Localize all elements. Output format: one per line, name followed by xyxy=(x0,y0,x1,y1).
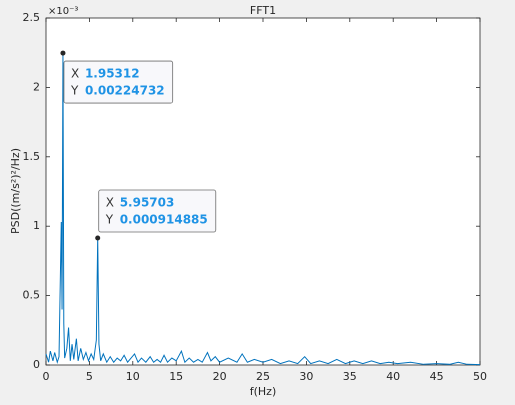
x-tick-label: 30 xyxy=(299,370,313,383)
datatip-label: Y xyxy=(70,84,79,98)
datatip-box xyxy=(98,189,217,233)
datatip-marker xyxy=(60,50,66,56)
y-axis-label: PSD((m/s²)²/Hz) xyxy=(9,148,22,234)
datatip-value: 0.000914885 xyxy=(120,213,208,227)
datatip-value: 0.00224732 xyxy=(85,84,165,98)
x-tick-label: 25 xyxy=(256,370,270,383)
x-tick-label: 10 xyxy=(126,370,140,383)
datatip-box xyxy=(63,60,174,104)
datatip-value: 5.95703 xyxy=(120,196,175,210)
axes-box xyxy=(45,17,481,366)
x-tick-label: 15 xyxy=(169,370,183,383)
datatip-label: X xyxy=(71,67,79,81)
y-tick-label: 1 xyxy=(33,219,40,232)
x-axis-label: f(Hz) xyxy=(250,385,277,398)
y-tick-label: 0.5 xyxy=(23,289,41,302)
x-tick-label: 45 xyxy=(430,370,444,383)
datatip: X 1.95312 Y 0.00224732 xyxy=(63,60,174,104)
chart-title: FFT1 xyxy=(250,4,276,17)
x-tick-label: 5 xyxy=(86,370,93,383)
datatip-label: X xyxy=(106,196,114,210)
y-tick-label: 1.5 xyxy=(23,150,41,163)
x-tick-label: 20 xyxy=(213,370,227,383)
datatip: X 5.95703 Y 0.000914885 xyxy=(98,189,217,233)
line xyxy=(45,53,481,366)
x-tick-label: 50 xyxy=(473,370,487,383)
y-tick-label: 0 xyxy=(33,358,40,371)
datatip-label: Y xyxy=(105,213,114,227)
datatip-marker xyxy=(95,235,101,241)
datatip-value: 1.95312 xyxy=(85,67,140,81)
y-tick-label: 2.5 xyxy=(23,11,41,24)
y-exponent: ×10⁻³ xyxy=(48,6,78,17)
x-tick-label: 35 xyxy=(343,370,357,383)
x-tick-label: 40 xyxy=(386,370,400,383)
x-tick-label: 0 xyxy=(43,370,50,383)
y-tick-label: 2 xyxy=(33,80,40,93)
